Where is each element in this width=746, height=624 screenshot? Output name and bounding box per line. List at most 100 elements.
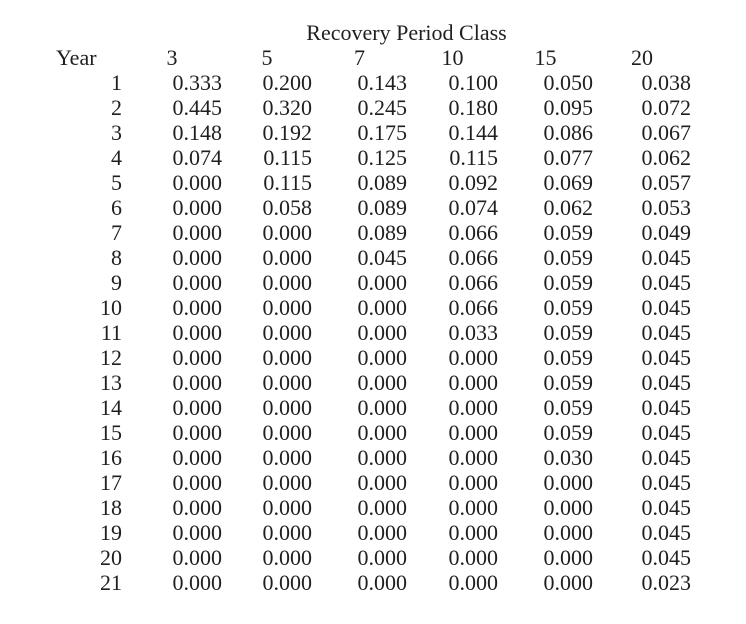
table-row: 14 0.000 0.000 0.000 0.000 0.059 0.045 [0,395,691,420]
rate-cell: 0.059 [543,295,594,320]
table-row: 19 0.000 0.000 0.000 0.000 0.000 0.045 [0,520,691,545]
class-header-20: 20 [631,45,653,70]
rate-cell: 0.092 [448,170,499,195]
rate-cell: 0.000 [543,495,594,520]
rate-cell: 0.000 [448,545,499,570]
rate-cell: 0.000 [357,270,408,295]
rate-cell: 0.125 [357,145,408,170]
rate-cell: 0.000 [357,320,408,345]
rate-cell: 0.000 [262,495,313,520]
table-body: 1 0.333 0.200 0.143 0.100 0.050 0.038 2 0.445 0.3… [0,70,691,595]
rate-cell: 0.000 [262,295,313,320]
class-header-3: 3 [166,45,178,70]
rate-cell: 0.067 [641,120,692,145]
rate-cell: 0.000 [172,495,223,520]
rate-cell: 0.333 [172,70,223,95]
rate-cell: 0.000 [172,545,223,570]
rate-cell: 0.000 [262,320,313,345]
rate-cell: 0.069 [543,170,594,195]
rate-cell: 0.059 [543,270,594,295]
table-row: 17 0.000 0.000 0.000 0.000 0.000 0.045 [0,470,691,495]
year-cell: 9 [111,270,122,295]
rate-cell: 0.086 [543,120,594,145]
rate-cell: 0.059 [543,345,594,370]
rate-cell: 0.045 [641,395,692,420]
rate-cell: 0.000 [262,445,313,470]
rate-cell: 0.000 [172,295,223,320]
rate-cell: 0.045 [641,345,692,370]
rate-cell: 0.045 [641,420,692,445]
table-row: 11 0.000 0.000 0.000 0.033 0.059 0.045 [0,320,691,345]
class-header-15: 15 [534,45,557,70]
rate-cell: 0.445 [172,95,223,120]
rate-cell: 0.000 [172,395,223,420]
rate-cell: 0.115 [449,145,498,170]
rate-cell: 0.089 [357,170,408,195]
rate-cell: 0.000 [543,520,594,545]
rate-cell: 0.144 [448,120,499,145]
rate-cell: 0.000 [262,395,313,420]
rate-cell: 0.053 [641,195,692,220]
year-cell: 7 [111,220,122,245]
rate-cell: 0.200 [262,70,313,95]
rate-cell: 0.000 [262,220,313,245]
rate-cell: 0.059 [543,220,594,245]
rate-cell: 0.045 [641,370,692,395]
year-cell: 19 [100,520,122,545]
rate-cell: 0.038 [641,70,692,95]
rate-cell: 0.045 [641,295,692,320]
class-header-5: 5 [261,45,273,70]
rate-cell: 0.072 [641,95,692,120]
rate-cell: 0.000 [448,345,499,370]
rate-cell: 0.095 [543,95,594,120]
rate-cell: 0.000 [543,470,594,495]
rate-cell: 0.045 [641,245,692,270]
rate-cell: 0.000 [448,570,499,595]
table-row: 2 0.445 0.320 0.245 0.180 0.095 0.072 [0,95,691,120]
rate-cell: 0.045 [641,445,692,470]
table-row: 21 0.000 0.000 0.000 0.000 0.000 0.023 [0,570,691,595]
year-cell: 18 [100,495,122,520]
year-cell: 21 [100,570,122,595]
table-row: 5 0.000 0.115 0.089 0.092 0.069 0.057 [0,170,691,195]
year-cell: 5 [111,170,122,195]
rate-cell: 0.000 [448,370,499,395]
table-row: 10 0.000 0.000 0.000 0.066 0.059 0.045 [0,295,691,320]
rate-cell: 0.000 [357,370,408,395]
rate-cell: 0.033 [448,320,499,345]
year-cell: 15 [100,420,122,445]
rate-cell: 0.000 [357,420,408,445]
year-cell: 11 [100,320,122,345]
table-row: 1 0.333 0.200 0.143 0.100 0.050 0.038 [0,70,691,95]
rate-cell: 0.000 [357,470,408,495]
table-row: 7 0.000 0.000 0.089 0.066 0.059 0.049 [0,220,691,245]
table-row: 12 0.000 0.000 0.000 0.000 0.059 0.045 [0,345,691,370]
rate-cell: 0.059 [543,320,594,345]
rate-cell: 0.000 [357,570,408,595]
rate-cell: 0.000 [543,570,594,595]
rate-cell: 0.000 [262,370,313,395]
year-cell: 10 [100,295,122,320]
rate-cell: 0.000 [262,245,313,270]
rate-cell: 0.059 [543,420,594,445]
class-header-10: 10 [441,45,464,70]
rate-cell: 0.045 [641,270,692,295]
table-row: 4 0.074 0.115 0.125 0.115 0.077 0.062 [0,145,691,170]
rate-cell: 0.000 [172,345,223,370]
table-row: 18 0.000 0.000 0.000 0.000 0.000 0.045 [0,495,691,520]
table-row: 15 0.000 0.000 0.000 0.000 0.059 0.045 [0,420,691,445]
rate-cell: 0.245 [357,95,408,120]
rate-cell: 0.192 [262,120,313,145]
table-row: 8 0.000 0.000 0.045 0.066 0.059 0.045 [0,245,691,270]
rate-cell: 0.148 [172,120,223,145]
table-row: 9 0.000 0.000 0.000 0.066 0.059 0.045 [0,270,691,295]
rate-cell: 0.000 [448,495,499,520]
rate-cell: 0.000 [262,570,313,595]
rate-cell: 0.045 [641,495,692,520]
rate-cell: 0.000 [357,545,408,570]
rate-cell: 0.059 [543,395,594,420]
title-row: Recovery Period Class [0,20,691,45]
title-row-spacer [0,20,122,45]
rate-cell: 0.000 [262,345,313,370]
rate-cell: 0.000 [448,420,499,445]
